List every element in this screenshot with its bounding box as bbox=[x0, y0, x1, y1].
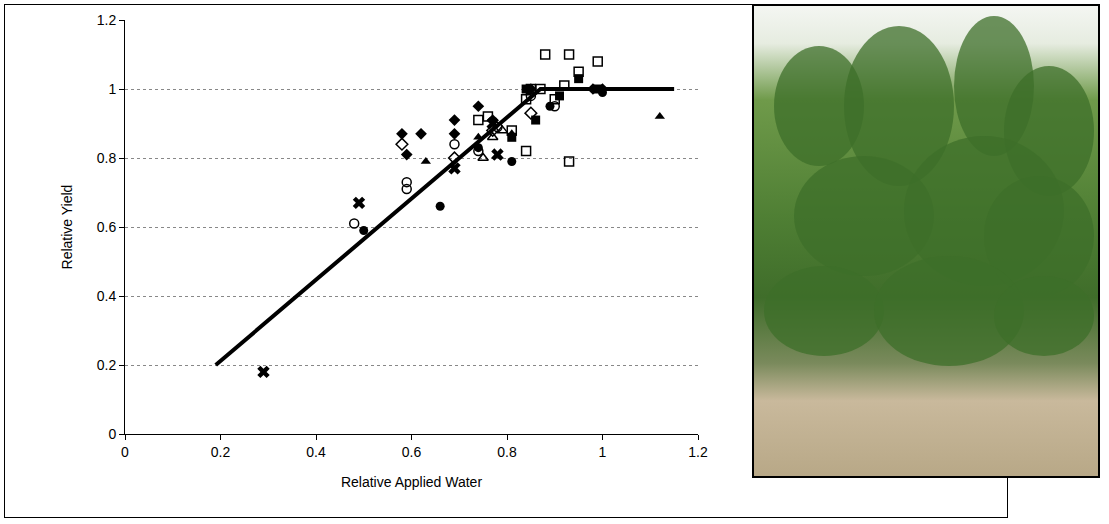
svg-text:0.8: 0.8 bbox=[97, 150, 117, 166]
svg-text:0.6: 0.6 bbox=[402, 444, 422, 460]
svg-text:0.2: 0.2 bbox=[97, 357, 117, 373]
svg-text:1: 1 bbox=[599, 444, 607, 460]
svg-text:Relative Yield: Relative Yield bbox=[59, 185, 75, 270]
svg-text:Relative Applied Water: Relative Applied Water bbox=[341, 474, 482, 490]
svg-text:0: 0 bbox=[121, 444, 129, 460]
svg-text:0.2: 0.2 bbox=[211, 444, 231, 460]
svg-text:0: 0 bbox=[108, 426, 116, 442]
svg-text:1.2: 1.2 bbox=[97, 12, 117, 28]
svg-text:0.4: 0.4 bbox=[306, 444, 326, 460]
svg-text:0.6: 0.6 bbox=[97, 219, 117, 235]
svg-text:0.8: 0.8 bbox=[497, 444, 517, 460]
svg-text:1.2: 1.2 bbox=[688, 444, 708, 460]
svg-text:0.4: 0.4 bbox=[97, 288, 117, 304]
svg-text:1: 1 bbox=[108, 81, 116, 97]
